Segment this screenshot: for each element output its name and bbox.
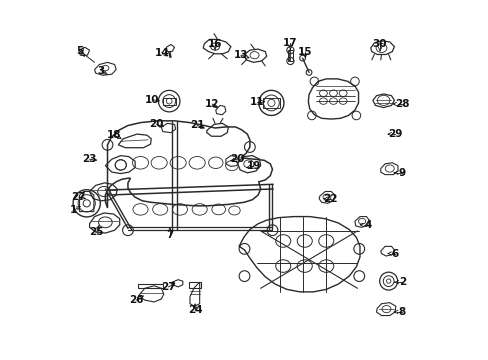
- Text: 28: 28: [394, 99, 409, 109]
- Text: 19: 19: [246, 161, 261, 171]
- Text: 7: 7: [166, 230, 173, 239]
- Text: 9: 9: [398, 168, 405, 178]
- Text: 30: 30: [372, 40, 386, 49]
- Text: 22: 22: [323, 194, 337, 204]
- Text: 25: 25: [89, 227, 104, 237]
- Text: 14: 14: [154, 48, 169, 58]
- Text: 3: 3: [97, 66, 104, 76]
- Text: 29: 29: [387, 129, 402, 139]
- Text: 15: 15: [298, 46, 312, 57]
- Text: 11: 11: [249, 97, 264, 107]
- Text: 20: 20: [149, 120, 163, 129]
- Text: 13: 13: [233, 50, 247, 60]
- Text: 21: 21: [189, 121, 204, 130]
- Text: 26: 26: [129, 295, 143, 305]
- Text: 18: 18: [106, 130, 121, 140]
- Text: 5: 5: [77, 46, 84, 56]
- Text: 12: 12: [204, 99, 219, 109]
- Text: 4: 4: [364, 220, 371, 230]
- Text: 8: 8: [398, 307, 405, 317]
- Text: 23: 23: [82, 154, 97, 164]
- Text: 6: 6: [391, 248, 398, 258]
- Text: 20: 20: [229, 154, 244, 164]
- Text: 1: 1: [69, 206, 77, 216]
- Text: 17: 17: [283, 38, 297, 48]
- Text: 27: 27: [161, 282, 175, 292]
- Text: 16: 16: [207, 40, 222, 49]
- Text: 27: 27: [71, 192, 86, 202]
- Text: 10: 10: [145, 95, 159, 105]
- Text: 2: 2: [398, 277, 405, 287]
- Text: 24: 24: [187, 305, 202, 315]
